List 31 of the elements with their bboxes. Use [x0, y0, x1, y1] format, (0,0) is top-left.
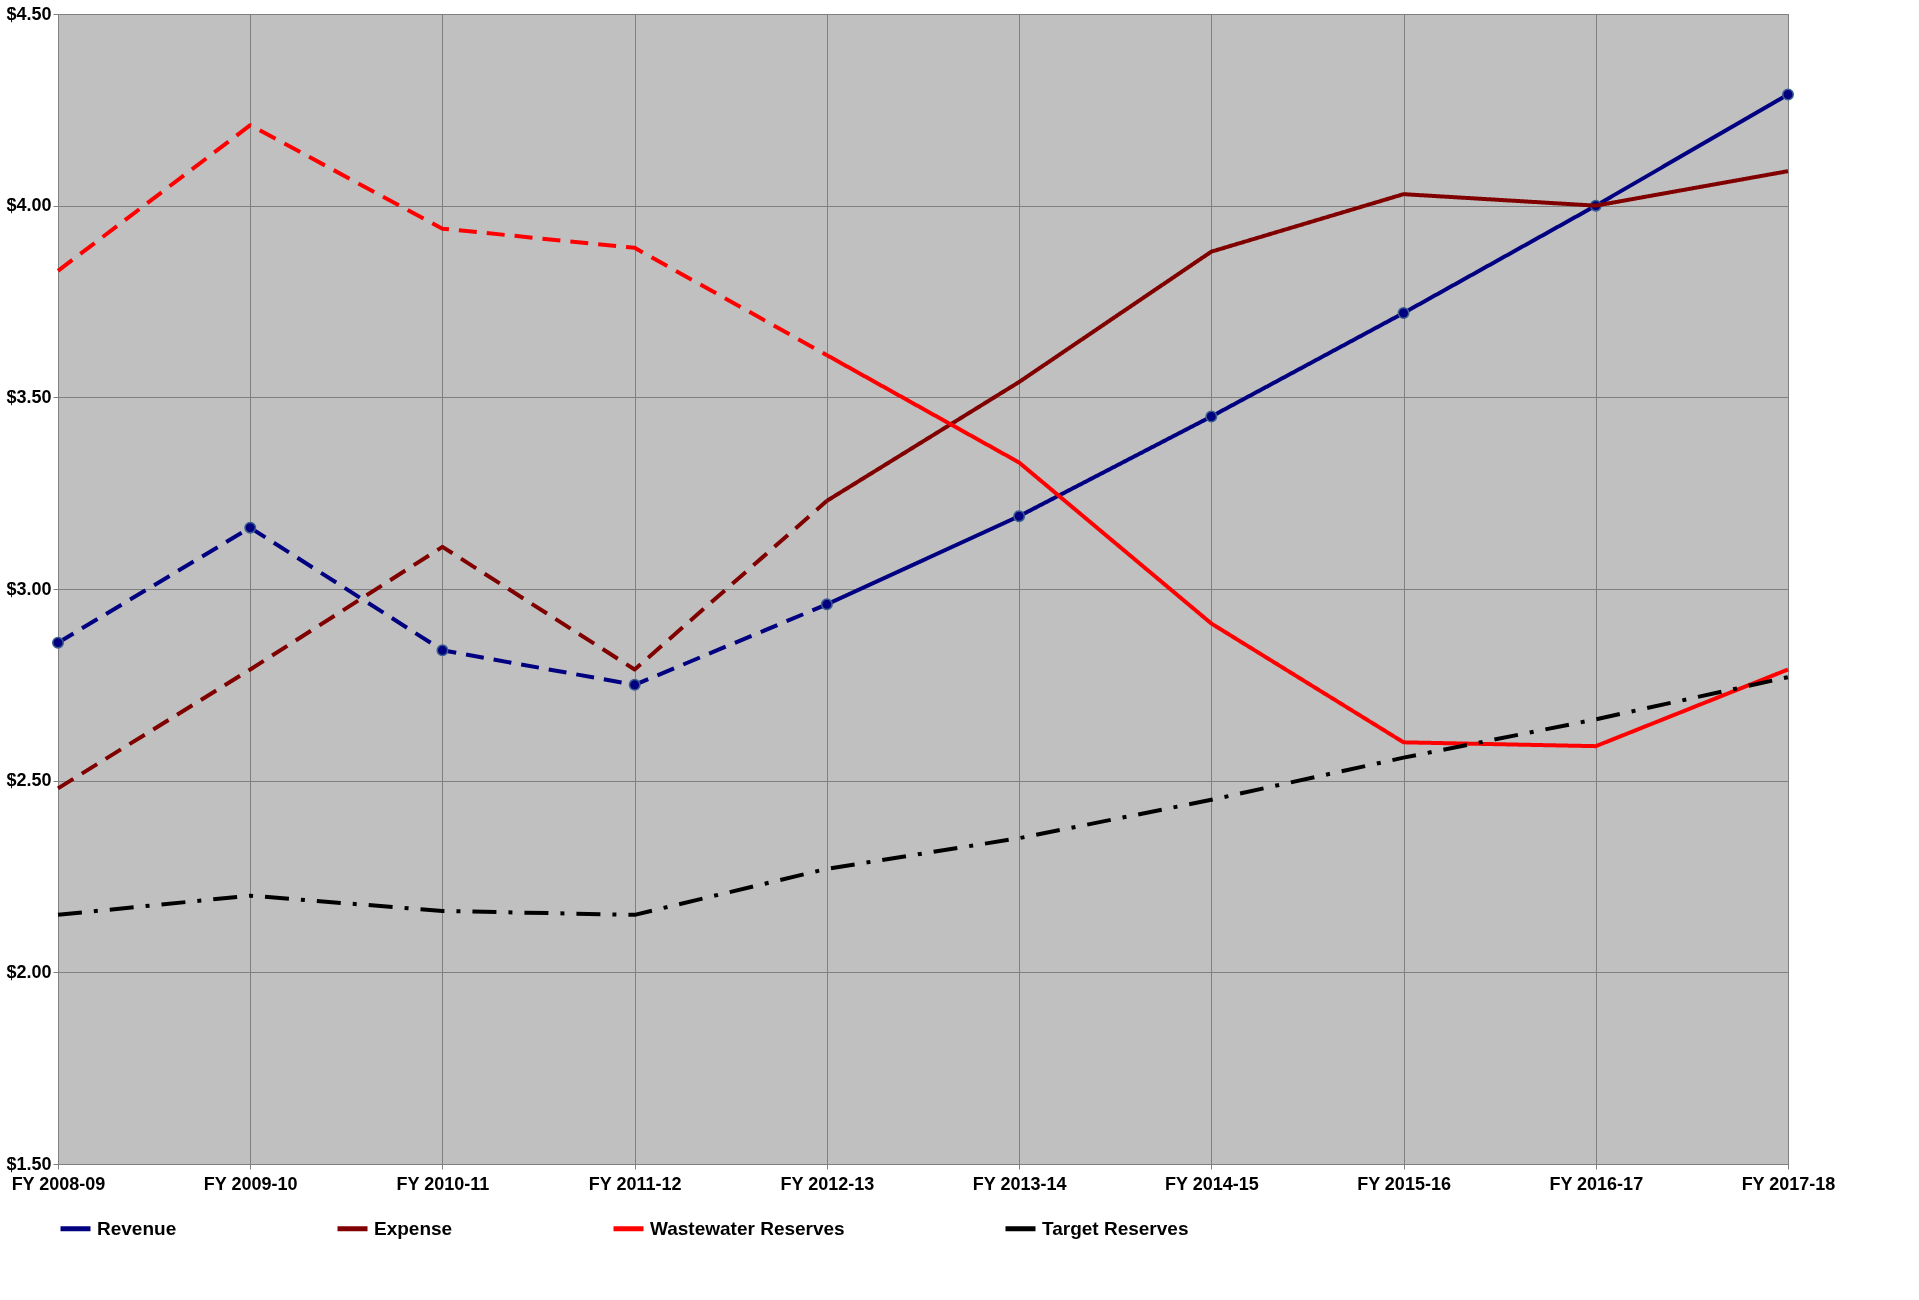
point: [820, 598, 833, 611]
point: [1397, 307, 1410, 319]
point: [436, 644, 449, 657]
point: [1013, 510, 1026, 523]
x-tick-label: FY 2014-15: [1164, 1173, 1259, 1194]
x-tick-label: FY 2008-09: [11, 1173, 106, 1194]
x-tick-label: FY 2015-16: [1357, 1173, 1451, 1194]
x-tick-label: FY 2011-12: [588, 1173, 682, 1194]
point: [52, 636, 64, 649]
y-tick-label: $2.50: [6, 770, 52, 791]
line-series: [56, 675, 1790, 917]
y-tick-label: $3.00: [6, 578, 52, 599]
point: [628, 678, 641, 691]
y-tick-label: $1.50: [6, 1153, 52, 1174]
x-tick-label: FY 2013-14: [972, 1173, 1067, 1194]
y-tick-label: $4.50: [6, 3, 52, 24]
y-tick-label: $3.50: [6, 386, 52, 407]
legend-label: Wastewater Reserves: [650, 1217, 845, 1239]
x-tick-label: FY 2010-11: [396, 1173, 490, 1194]
legend-label: Target Reserves: [1042, 1217, 1189, 1239]
legend-label: Revenue: [97, 1217, 177, 1239]
x-tick-label: FY 2009-10: [203, 1173, 298, 1194]
legend-label: Expense: [374, 1217, 453, 1239]
point: [244, 521, 257, 534]
point: [1205, 410, 1218, 423]
x-tick-label: FY 2016-17: [1549, 1173, 1644, 1194]
point: [1782, 88, 1794, 101]
x-tick-label: FY 2017-18: [1741, 1173, 1836, 1194]
x-tick-label: FY 2012-13: [780, 1173, 875, 1194]
y-tick-label: $4.00: [6, 195, 52, 216]
y-tick-label: $2.00: [6, 961, 52, 982]
